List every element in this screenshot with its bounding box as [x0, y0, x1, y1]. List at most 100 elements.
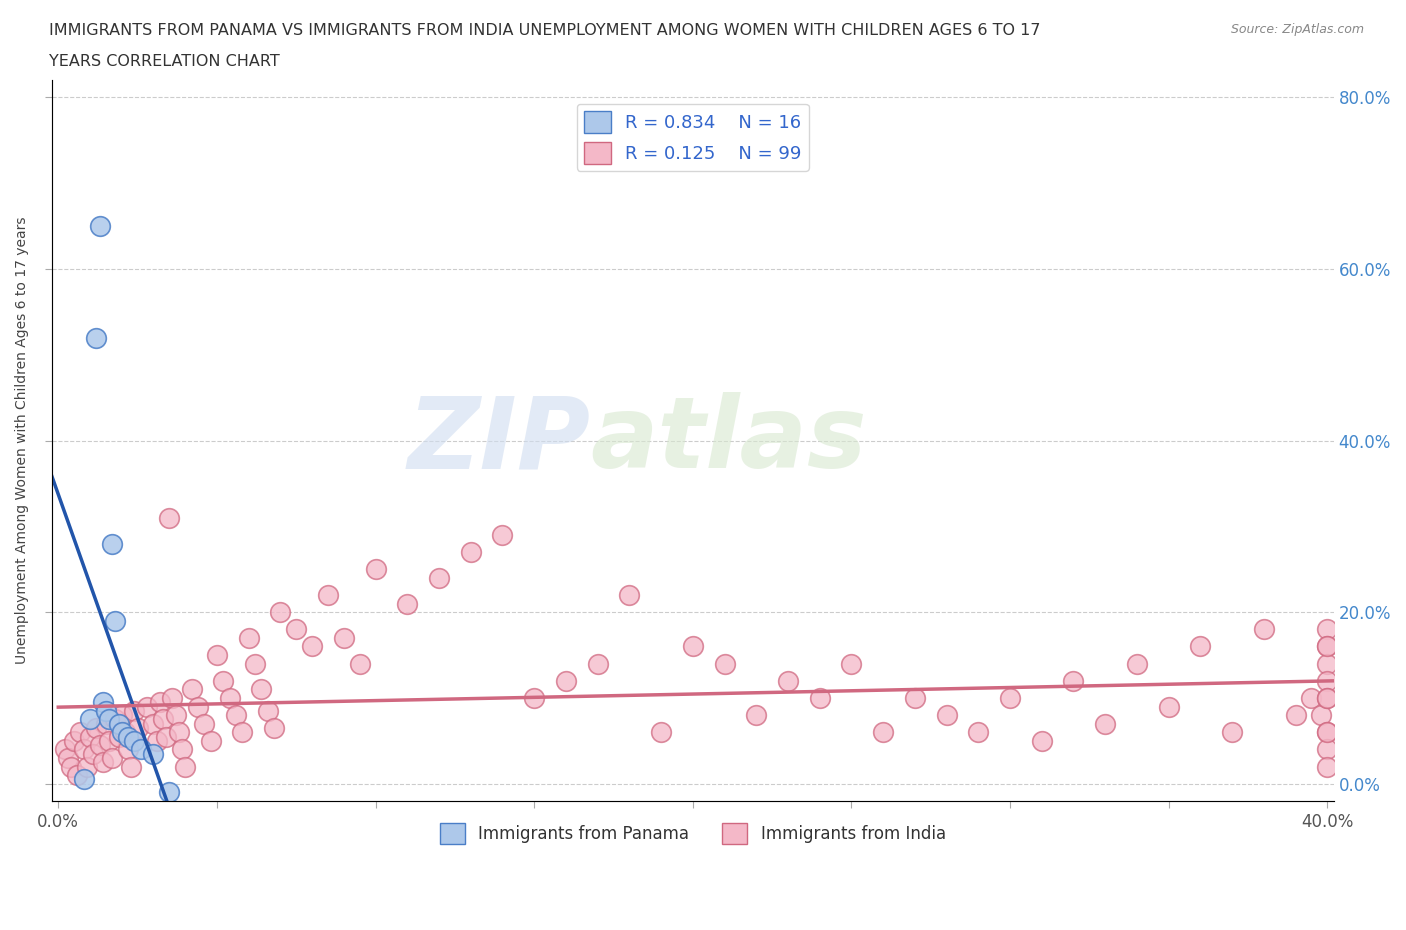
Point [89, 737, 111, 752]
Point [69, 724, 91, 739]
Point [152, 712, 174, 727]
Point [523, 691, 546, 706]
Point [180, 682, 202, 697]
Point [59, 759, 82, 774]
Point [333, 631, 356, 645]
Point [101, 536, 124, 551]
Point [129, 742, 152, 757]
Point [91, 695, 114, 710]
Point [91, 755, 114, 770]
Point [1316, 691, 1339, 706]
Point [231, 724, 253, 739]
Point [174, 759, 197, 774]
Point [104, 712, 127, 727]
Point [650, 724, 672, 739]
Point [301, 639, 323, 654]
Point [491, 527, 513, 542]
Point [1316, 639, 1339, 654]
Point [111, 708, 134, 723]
Point [998, 691, 1021, 706]
Point [82, 746, 104, 761]
Text: IMMIGRANTS FROM PANAMA VS IMMIGRANTS FROM INDIA UNEMPLOYMENT AMONG WOMEN WITH CH: IMMIGRANTS FROM PANAMA VS IMMIGRANTS FRO… [49, 23, 1040, 38]
Point [170, 742, 193, 757]
Point [285, 622, 308, 637]
Point [872, 724, 894, 739]
Point [218, 691, 240, 706]
Point [124, 703, 146, 718]
Point [904, 691, 927, 706]
Text: YEARS CORRELATION CHART: YEARS CORRELATION CHART [49, 54, 280, 69]
Point [1310, 708, 1333, 723]
Point [56, 751, 79, 765]
Point [79, 712, 101, 727]
Point [554, 673, 576, 688]
Point [1301, 691, 1323, 706]
Point [200, 734, 222, 749]
Point [1316, 742, 1339, 757]
Point [263, 721, 285, 736]
Point [1189, 639, 1212, 654]
Point [98, 734, 121, 749]
Point [94, 703, 117, 718]
Point [427, 570, 450, 585]
Point [72, 772, 94, 787]
Point [149, 695, 172, 710]
Point [212, 673, 235, 688]
Legend: Immigrants from Panama, Immigrants from India: Immigrants from Panama, Immigrants from … [433, 817, 952, 850]
Point [107, 729, 129, 744]
Point [86, 330, 108, 345]
Point [349, 657, 371, 671]
Text: ZIP: ZIP [408, 392, 591, 489]
Point [145, 734, 167, 749]
Point [1316, 691, 1339, 706]
Point [142, 746, 165, 761]
Point [250, 682, 273, 697]
Point [256, 703, 278, 718]
Point [111, 724, 134, 739]
Point [63, 734, 86, 749]
Point [94, 716, 117, 731]
Point [101, 751, 124, 765]
Point [98, 712, 121, 727]
Point [1284, 708, 1306, 723]
Point [776, 673, 799, 688]
Point [1157, 699, 1180, 714]
Point [967, 724, 990, 739]
Point [1316, 759, 1339, 774]
Point [193, 716, 215, 731]
Point [243, 657, 266, 671]
Point [86, 721, 108, 736]
Point [165, 708, 187, 723]
Point [89, 219, 111, 233]
Point [127, 721, 149, 736]
Point [205, 647, 228, 662]
Point [269, 604, 291, 619]
Point [76, 759, 98, 774]
Point [187, 699, 209, 714]
Point [225, 708, 247, 723]
Point [396, 596, 419, 611]
Point [1316, 657, 1339, 671]
Point [1316, 622, 1339, 637]
Point [238, 631, 260, 645]
Point [79, 729, 101, 744]
Point [114, 724, 136, 739]
Point [1126, 657, 1149, 671]
Point [162, 691, 184, 706]
Point [935, 708, 957, 723]
Point [157, 511, 180, 525]
Point [1316, 724, 1339, 739]
Point [1316, 673, 1339, 688]
Point [124, 734, 146, 749]
Point [1316, 724, 1339, 739]
Point [53, 742, 76, 757]
Point [460, 545, 482, 560]
Point [66, 768, 89, 783]
Point [120, 759, 142, 774]
Text: Source: ZipAtlas.com: Source: ZipAtlas.com [1230, 23, 1364, 36]
Point [1094, 716, 1116, 731]
Text: atlas: atlas [591, 392, 866, 489]
Point [586, 657, 609, 671]
Point [619, 588, 641, 603]
Point [155, 729, 177, 744]
